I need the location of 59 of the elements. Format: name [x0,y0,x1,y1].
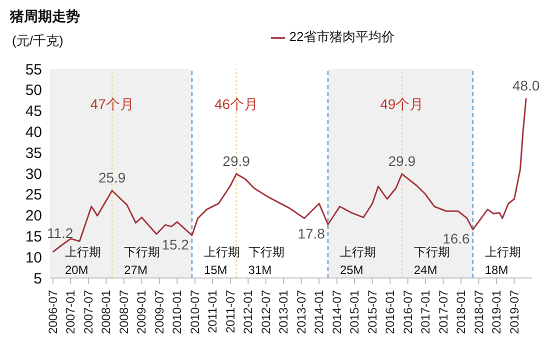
x-tick-label: 2009-01 [134,290,149,334]
x-tick-label: 2010-07 [188,290,202,334]
annotation: 29.9 [388,152,416,169]
y-tick-label: 15 [25,228,42,246]
x-tick-label: 2010-01 [170,290,184,334]
y-tick-label: 55 [25,61,42,78]
annotation: 25.9 [98,170,126,186]
annotation: 上行期 18M [484,245,521,277]
x-tick-label: 2018-07 [472,290,486,334]
y-tick-label: 10 [25,249,42,266]
x-tick-label: 2017-07 [436,290,450,334]
ref-line-label: 47个月 [90,96,134,112]
x-tick-label: 2016-01 [383,290,398,334]
chart-title: 猪周期走势 [10,8,80,26]
x-tick-label: 2011-01 [206,290,220,334]
annotation: 下行期 24M [414,245,450,277]
x-tick-label: 2007-01 [64,290,78,334]
x-tick-label: 2011-07 [223,290,238,334]
annotation: 11.2 [46,225,74,242]
y-tick-label: 40 [25,124,42,142]
x-tick-label: 2014-07 [330,290,344,334]
legend-label: 22省市猪肉平均价 [289,29,395,44]
annotation: 48.0 [512,77,540,94]
x-tick-label: 2006-07 [46,290,60,334]
x-tick-label: 2013-07 [294,290,308,334]
ref-line-label: 46个月 [214,96,258,112]
annotation: 上行期 25M [340,245,376,277]
x-tick-label: 2009-07 [152,290,166,334]
x-tick-label: 2008-01 [99,290,114,334]
x-tick-label: 2012-01 [241,290,256,334]
x-tick-label: 2019-07 [507,290,522,334]
ref-line-label: 49个月 [380,96,424,112]
y-axis-title: (元/千克) [12,32,64,50]
x-tick-label: 2019-01 [490,290,504,334]
annotation: 15.2 [162,236,190,252]
annotation: 下行期 31M [248,245,284,277]
x-tick-label: 2018-01 [454,290,468,334]
y-tick-label: 35 [25,144,42,162]
annotation: 上行期 15M [204,245,240,277]
x-tick-label: 2008-07 [116,290,131,334]
y-tick-label: 50 [25,82,42,100]
x-tick-label: 2015-01 [348,290,362,334]
annotation: 16.6 [442,230,470,247]
x-tick-label: 2017-01 [418,290,433,334]
y-tick-label: 5 [34,270,42,288]
x-tick-label: 2013-01 [276,290,291,334]
x-tick-label: 2007-07 [81,290,96,334]
y-tick-label: 25 [25,186,42,204]
y-tick-label: 45 [25,103,42,120]
annotation: 下行期 27M [124,245,160,277]
x-tick-label: 2016-07 [400,290,415,334]
y-tick-label: 20 [25,208,42,225]
annotation: 17.8 [298,225,326,242]
x-tick-label: 2015-07 [365,290,380,334]
x-tick-label: 2014-01 [312,290,326,334]
annotation: 29.9 [222,152,250,169]
y-tick-label: 30 [25,166,42,183]
annotation: 上行期 20M [64,245,101,277]
x-tick-label: 2012-07 [258,290,273,334]
